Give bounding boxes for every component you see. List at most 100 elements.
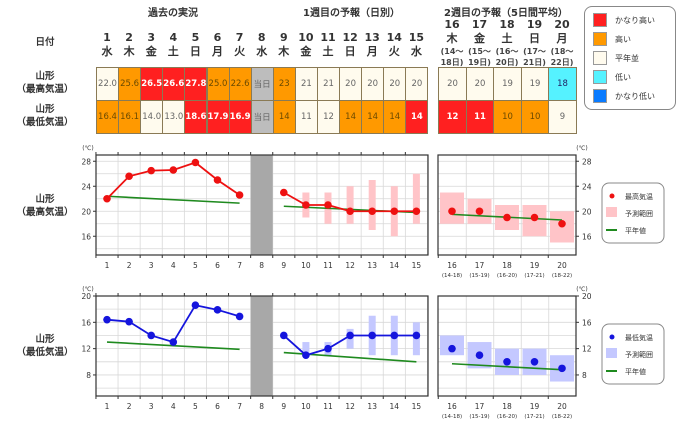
observed-point (213, 176, 222, 184)
day-range-start: (14～ (440, 47, 464, 56)
week2-forecast-header: 2週目の予報（5日間平均） (444, 8, 568, 19)
legend-swatch (593, 70, 607, 84)
day-number: 18 (499, 18, 515, 31)
y-tick-label-right: 16 (582, 318, 592, 327)
forecast-point (390, 207, 399, 216)
table-cell: 14 (405, 100, 429, 134)
day-weekday: 日 (529, 32, 540, 45)
past-observations-header: 過去の実況 (148, 8, 198, 19)
x-tick-sublabel: (16-20) (497, 414, 517, 420)
day-weekday: 火 (388, 45, 400, 58)
x-tick-label: 4 (171, 261, 176, 270)
forecast-point (390, 331, 399, 340)
x-tick-label: 9 (281, 402, 286, 411)
forecast-point (412, 207, 421, 216)
day-range-end: 19日) (468, 58, 491, 67)
legend-series-marker (609, 193, 615, 199)
x-tick-label: 17 (475, 402, 485, 411)
day-number: 7 (235, 31, 244, 44)
week2-forecast-point (448, 207, 456, 216)
forecast-point (412, 331, 421, 340)
x-tick-label: 5 (193, 261, 198, 270)
y-tick-label-left: 12 (81, 345, 91, 354)
week2-forecast-point (503, 357, 511, 366)
day-weekday: 日 (189, 45, 201, 58)
day-weekday: 月 (556, 32, 568, 45)
x-tick-sublabel: (15-19) (469, 414, 489, 420)
day-weekday: 水 (256, 45, 268, 58)
observed-point (103, 194, 111, 203)
day-number: 4 (169, 31, 178, 44)
day-number: 8 (257, 31, 266, 44)
day-number: 12 (342, 31, 358, 44)
day-header: 10 金 (295, 31, 317, 59)
date-label: 日付 (35, 37, 55, 48)
x-tick-label: 10 (301, 402, 311, 411)
forecast-point (324, 344, 332, 353)
table-cell: 18.6 (184, 100, 208, 134)
legend-swatch (593, 51, 607, 65)
table-cell: 10 (520, 100, 550, 134)
y-tick-label-left: 8 (86, 371, 91, 380)
day-range-start: (17～ (523, 47, 546, 56)
week2-forecast-point (475, 351, 484, 360)
x-tick-label: 8 (259, 402, 264, 411)
normal-line-past (106, 195, 240, 204)
x-tick-label: 13 (367, 402, 377, 411)
x-tick-label: 7 (237, 261, 242, 270)
x-tick-label: 14 (390, 261, 400, 270)
x-tick-label: 11 (323, 402, 333, 411)
x-tick-label: 2 (127, 261, 132, 270)
x-tick-label: 13 (367, 261, 377, 270)
day-number: 10 (298, 31, 314, 44)
series-legend (601, 323, 665, 385)
day-number: 11 (320, 31, 336, 44)
table-cell: 9 (548, 100, 577, 134)
x-tick-label: 2 (127, 402, 132, 411)
x-tick-label: 18 (502, 261, 512, 270)
x-tick-label: 5 (193, 402, 198, 411)
week2-forecast-point (558, 219, 566, 228)
observed-point (125, 172, 133, 181)
observed-point (169, 338, 178, 346)
legend-range-label: 予測範囲 (625, 350, 653, 359)
x-tick-label: 3 (149, 261, 154, 270)
forecast-range-bar (346, 186, 354, 224)
x-tick-label: 14 (390, 402, 400, 411)
x-tick-label: 6 (215, 261, 220, 270)
min-chart-label-type: （最低気温） (16, 347, 74, 358)
y-tick-label-right: 20 (582, 292, 592, 301)
week2-forecast-point (503, 213, 511, 222)
day-weekday: 水 (101, 45, 113, 58)
table-cell: 19 (493, 67, 522, 101)
observed-point (125, 317, 133, 326)
x-tick-sublabel: (15-19) (469, 273, 489, 279)
day-range-start: (18～ (550, 47, 574, 56)
x-tick-sublabel: (18-22) (552, 414, 572, 420)
day-weekday: 木 (123, 45, 135, 58)
day-number: 2 (125, 31, 133, 44)
observed-point (235, 312, 244, 321)
week2-forecast-point (448, 344, 456, 353)
day-weekday: 木 (278, 45, 290, 58)
legend-range-swatch (606, 207, 617, 217)
x-tick-label: 6 (215, 402, 220, 411)
y-tick-label-right: 28 (582, 157, 592, 166)
week2-day-header: 19 日 (17～ 21日) (521, 18, 549, 68)
day-range-end: 22日) (550, 58, 574, 67)
x-tick-label: 18 (502, 402, 512, 411)
y-tick-label-right: 16 (582, 232, 592, 241)
day-header: 12 日 (339, 31, 361, 59)
min-row-label-type: （最低気温） (16, 117, 74, 128)
y-tick-label-right: 20 (582, 207, 592, 216)
legend-normal-label: 平年値 (625, 367, 646, 376)
unit-label-left: (℃) (82, 286, 93, 293)
observed-point (191, 158, 200, 167)
forecast-point (280, 188, 288, 197)
x-tick-label: 20 (557, 261, 567, 270)
week2-day-header: 16 木 (14～ 18日) (438, 18, 466, 68)
legend-swatch (593, 89, 607, 103)
